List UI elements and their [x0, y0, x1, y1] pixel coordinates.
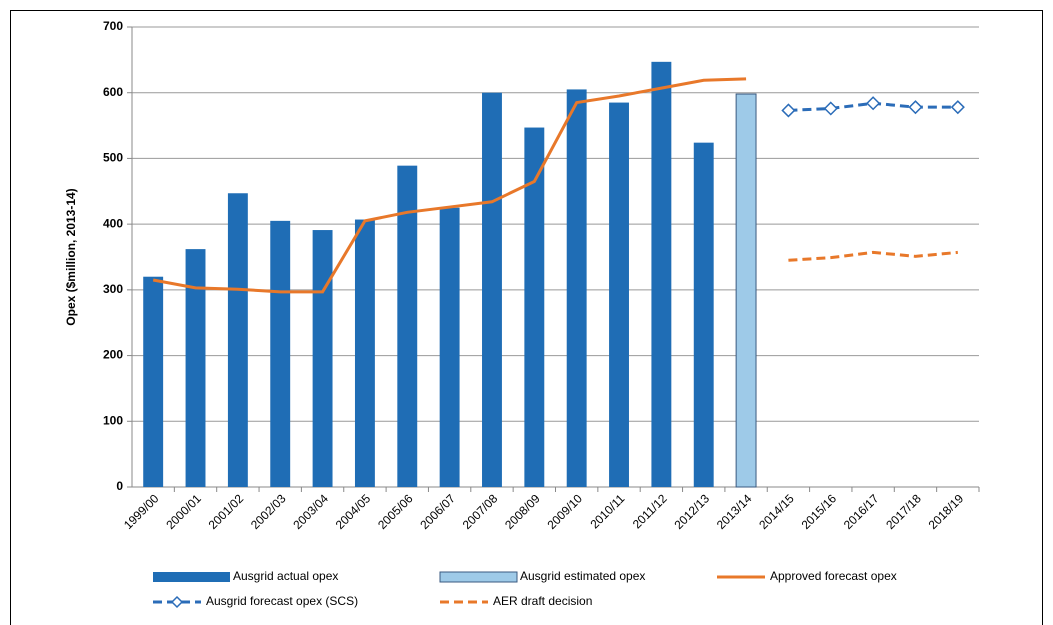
legend-label: Ausgrid forecast opex (SCS)	[206, 594, 358, 608]
x-tick-label: 2012/13	[672, 491, 713, 532]
y-tick-label: 600	[103, 85, 123, 99]
x-tick-label: 2011/12	[630, 491, 670, 531]
legend-marker	[170, 595, 184, 609]
bar	[524, 127, 545, 488]
marker	[950, 100, 965, 115]
y-tick-label: 100	[103, 413, 123, 427]
x-tick-label: 1999/00	[121, 491, 162, 532]
x-tick-label: 2009/10	[544, 491, 585, 532]
x-tick-label: 2003/04	[290, 491, 331, 532]
x-tick-label: 2007/08	[460, 491, 501, 532]
x-tick-label: 2017/18	[883, 491, 924, 532]
bar	[566, 89, 587, 487]
x-tick-label: 2018/19	[926, 491, 967, 532]
x-tick-label: 2015/16	[799, 491, 840, 532]
y-tick-label: 500	[103, 151, 123, 165]
y-axis-label: Opex ($million, 2013-14)	[64, 188, 78, 325]
x-tick-label: 2005/06	[375, 491, 416, 532]
marker	[866, 96, 881, 111]
bar	[397, 165, 418, 487]
bar	[185, 249, 206, 487]
legend-swatch	[439, 571, 518, 583]
legend-label: Ausgrid actual opex	[233, 569, 338, 583]
y-tick-label: 200	[103, 348, 123, 362]
x-tick-label: 2016/17	[841, 491, 882, 532]
y-tick-label: 700	[103, 19, 123, 33]
x-tick-label: 2013/14	[714, 491, 755, 532]
bar	[693, 142, 714, 487]
bar	[227, 193, 248, 487]
x-tick-label: 2014/15	[756, 491, 797, 532]
bar	[143, 276, 164, 487]
x-tick-label: 2008/09	[502, 491, 543, 532]
x-tick-label: 2010/11	[587, 491, 627, 531]
bar	[439, 207, 460, 487]
bar	[735, 93, 757, 488]
x-tick-label: 2000/01	[163, 491, 204, 532]
bar	[312, 230, 333, 488]
y-tick-label: 0	[116, 479, 123, 493]
bar	[482, 92, 502, 487]
bar	[651, 61, 672, 487]
bar	[354, 219, 375, 488]
x-tick-label: 2004/05	[333, 491, 374, 532]
y-tick-label: 300	[103, 282, 123, 296]
bar	[609, 102, 629, 488]
marker	[908, 100, 923, 115]
x-tick-label: 2002/03	[248, 491, 289, 532]
legend-label: Ausgrid estimated opex	[520, 569, 645, 583]
line	[788, 250, 958, 262]
y-tick-label: 400	[103, 216, 123, 230]
marker	[823, 101, 838, 116]
legend-swatch	[153, 572, 230, 582]
bar	[270, 220, 291, 487]
legend-label: AER draft decision	[493, 594, 592, 608]
legend-label: Approved forecast opex	[770, 569, 897, 583]
frame	[10, 10, 1043, 625]
marker	[781, 103, 796, 118]
x-tick-label: 2006/07	[417, 491, 458, 532]
x-tick-label: 2001/02	[206, 491, 247, 532]
line	[152, 77, 747, 294]
